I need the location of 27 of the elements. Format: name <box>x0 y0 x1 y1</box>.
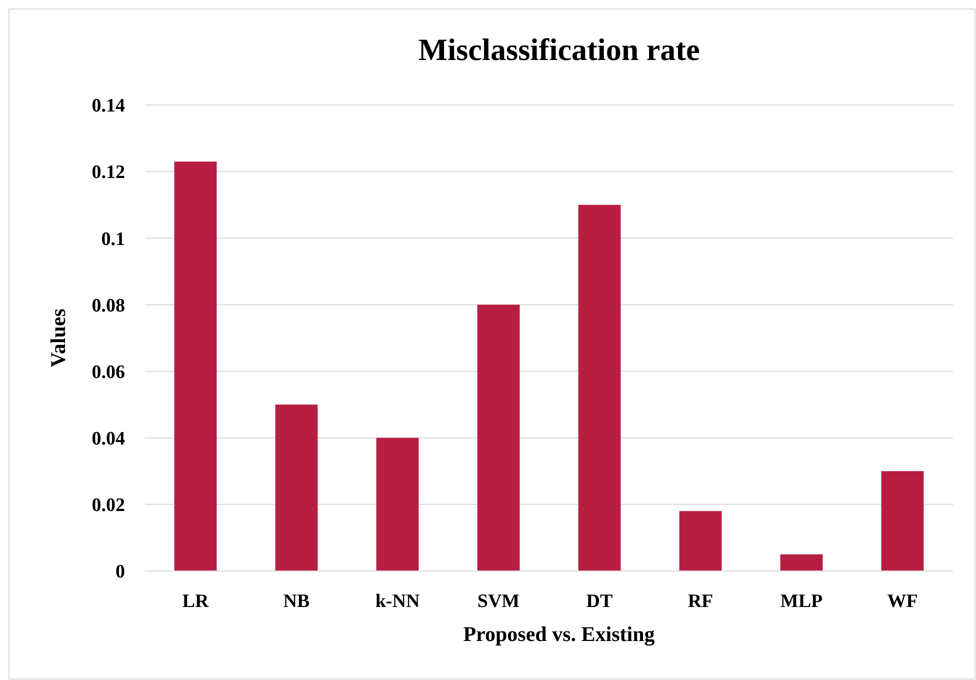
y-tick-label: 0.14 <box>92 96 126 117</box>
bar <box>477 304 520 571</box>
bar <box>174 162 217 571</box>
x-tick-label: WF <box>887 591 918 612</box>
y-tick-label: 0 <box>116 562 125 583</box>
x-tick-label: MLP <box>780 591 823 612</box>
y-tick-label: 0.02 <box>92 495 125 516</box>
x-tick-label: RF <box>688 591 714 612</box>
bar <box>679 511 722 571</box>
bar <box>275 404 318 571</box>
x-tick-label: LR <box>182 591 209 612</box>
bar <box>881 471 924 571</box>
bar <box>578 204 621 571</box>
bar <box>376 438 419 571</box>
bar <box>780 554 823 571</box>
y-tick-label: 0.04 <box>92 428 126 450</box>
y-tick-label: 0.1 <box>101 228 125 250</box>
y-tick-label: 0.12 <box>92 162 125 184</box>
x-tick-label: k-NN <box>375 591 420 612</box>
y-tick-label: 0.08 <box>92 295 125 316</box>
x-tick-label: DT <box>586 591 614 612</box>
x-tick-label: NB <box>283 591 310 612</box>
y-axis-title: Values <box>46 308 70 368</box>
y-tick-label: 0.06 <box>92 362 125 383</box>
x-axis-title: Proposed vs. Existing <box>463 622 656 646</box>
chart-title: Misclassification rate <box>418 32 700 67</box>
x-tick-label: SVM <box>477 591 520 612</box>
